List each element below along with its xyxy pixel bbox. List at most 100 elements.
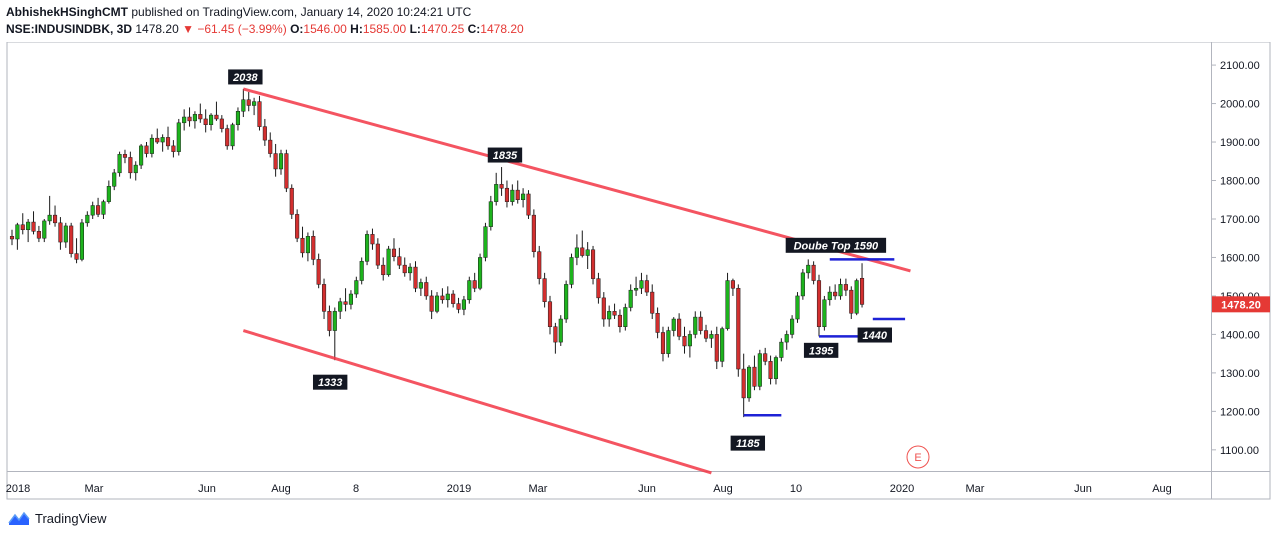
bearish-candle <box>36 231 41 239</box>
time-tick-label: 2018 <box>6 483 30 495</box>
chart-frame <box>6 42 1271 500</box>
bullish-candle <box>671 318 676 331</box>
bullish-candle <box>192 114 197 122</box>
bullish-candle <box>784 334 789 343</box>
bullish-candle <box>827 291 832 301</box>
bearish-candle <box>677 318 682 337</box>
bearish-candle <box>752 366 757 387</box>
annotation-badge <box>312 374 348 390</box>
bearish-candle <box>327 311 332 331</box>
bullish-candle <box>149 137 154 154</box>
bearish-candle <box>703 330 709 339</box>
bullish-candle <box>230 124 235 147</box>
bullish-candle <box>628 289 633 308</box>
time-tick-label: 10 <box>790 483 802 495</box>
bearish-candle <box>617 314 622 327</box>
bearish-candle <box>440 295 445 301</box>
bearish-candle <box>96 205 101 215</box>
bullish-candle <box>85 214 90 224</box>
annotation-label: 1333 <box>318 377 342 389</box>
bullish-candle <box>359 261 364 281</box>
bearish-candle <box>375 243 380 266</box>
time-axis[interactable]: 2018 Mar Jun Aug 8 2019 Mar Jun Aug 10 2020 Mar Jun A… <box>6 483 1172 495</box>
bullish-candle <box>585 249 590 256</box>
price-annotations: 2038 1835 1333 1185 1395 1440 Doube Top 1590 <box>228 69 892 451</box>
time-tick-label: Mar <box>85 483 104 495</box>
bearish-candle <box>262 126 267 141</box>
bullish-candle <box>639 280 644 289</box>
bullish-candle <box>483 226 488 258</box>
bearish-candle <box>531 214 536 252</box>
last-price-value: 1478.20 <box>1221 299 1261 311</box>
tradingview-logo-icon <box>8 511 30 525</box>
bearish-candle <box>171 145 176 152</box>
annotation-badge <box>857 327 892 343</box>
bearish-candle <box>257 101 262 127</box>
bullish-candle <box>634 287 639 291</box>
candlestick-series <box>9 88 865 418</box>
published-text: published on TradingView.com, January 14… <box>131 5 472 19</box>
bearish-candle <box>515 189 520 200</box>
price-tick-label: 1100.00 <box>1220 445 1259 457</box>
price-tick-label: 1900.00 <box>1220 137 1260 149</box>
price-axis[interactable]: 2100.00 2000.00 1900.00 1800.00 1700.00 1600.… <box>1211 60 1260 457</box>
bearish-candle <box>537 251 542 279</box>
close-label: C: <box>467 22 481 36</box>
bearish-candle <box>214 114 219 120</box>
time-tick-label: Jun <box>638 483 656 495</box>
bullish-candle <box>176 122 181 152</box>
earnings-event-icon[interactable]: E <box>906 445 930 469</box>
bearish-candle <box>612 311 617 316</box>
bullish-candle <box>757 353 762 387</box>
bullish-candle <box>386 248 391 276</box>
bearish-candle <box>730 280 735 289</box>
bearish-candle <box>580 247 585 256</box>
price-chart[interactable]: 2100.00 2000.00 1900.00 1800.00 1700.00 1600.… <box>0 42 1274 500</box>
bullish-candle <box>666 330 671 354</box>
annotation-label: 1395 <box>809 345 834 357</box>
bearish-candle <box>219 118 224 129</box>
bearish-candle <box>9 236 15 240</box>
bullish-candle <box>90 205 95 216</box>
bullish-candle <box>806 264 811 274</box>
time-tick-label: Jun <box>1074 483 1092 495</box>
author-name[interactable]: AbhishekHSinghCMT <box>6 5 128 19</box>
bearish-candle <box>187 116 192 122</box>
time-tick-label: Aug <box>271 483 291 495</box>
bullish-candle <box>795 295 800 320</box>
bullish-candle <box>478 257 483 289</box>
bearish-candle <box>811 264 816 281</box>
bearish-candle <box>741 368 746 399</box>
bullish-candle <box>241 99 246 112</box>
symbol-name: NSE:INDUSINDBK, 3D <box>6 22 133 36</box>
time-tick-label: 2020 <box>890 483 914 495</box>
bullish-candle <box>461 299 466 310</box>
bearish-candle <box>370 234 375 245</box>
bearish-candle <box>74 253 79 260</box>
bearish-candle <box>69 225 74 254</box>
bullish-candle <box>747 366 752 399</box>
drawings <box>242 87 911 475</box>
bearish-candle <box>58 222 63 243</box>
symbol-info: NSE:INDUSINDBK, 3D 1478.20 ▼ −61.45 (−3.… <box>6 22 524 36</box>
bullish-candle <box>338 301 343 312</box>
bullish-candle <box>773 357 779 379</box>
price-tick-label: 1800.00 <box>1220 176 1260 188</box>
bearish-candle <box>20 224 25 231</box>
bullish-candle <box>494 184 499 202</box>
bearish-candle <box>660 332 666 354</box>
bullish-candle <box>822 299 827 327</box>
annotation-badge <box>228 69 263 85</box>
brand-name[interactable]: TradingView <box>35 510 107 526</box>
bullish-candle <box>209 114 214 125</box>
bullish-candle <box>607 311 612 320</box>
bullish-candle <box>564 284 569 320</box>
bullish-candle <box>117 154 122 174</box>
bullish-candle <box>838 284 843 297</box>
bullish-candle <box>521 193 526 200</box>
annotation-badge <box>785 237 887 253</box>
time-tick-label: Jun <box>198 483 216 495</box>
bullish-candle <box>574 247 579 258</box>
bearish-candle <box>122 154 128 158</box>
bullish-candle <box>790 318 795 335</box>
